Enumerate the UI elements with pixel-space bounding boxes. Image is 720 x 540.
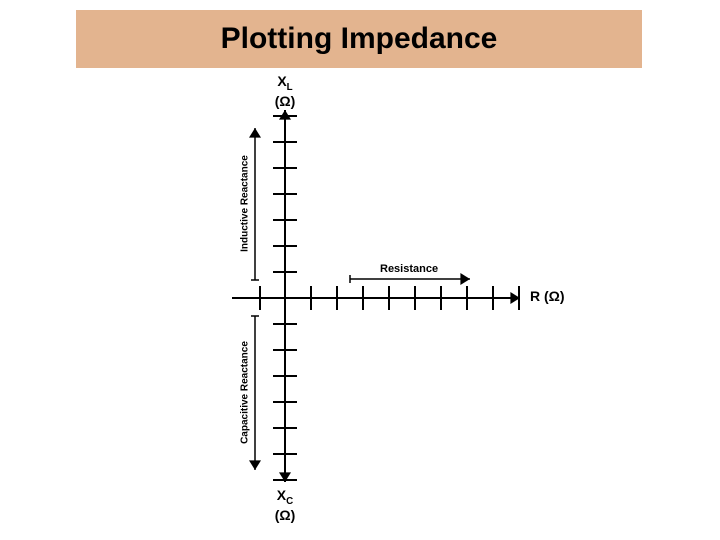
resistance-label: Resistance xyxy=(380,263,438,275)
xc-symbol: XC xyxy=(277,487,293,503)
xl-symbol: XL xyxy=(277,73,292,89)
xc-unit: (Ω) xyxy=(275,507,296,523)
capacitive-reactance-label: Capacitive Reactance xyxy=(240,330,251,456)
axis-label-bottom: XC (Ω) xyxy=(260,488,310,523)
page-title: Plotting Impedance xyxy=(221,22,498,56)
impedance-diagram: XL (Ω) XC (Ω) R (Ω) Inductive Reactance … xyxy=(150,80,590,520)
title-bar: Plotting Impedance xyxy=(76,10,642,68)
r-label: R (Ω) xyxy=(530,288,565,304)
axis-label-top: XL (Ω) xyxy=(260,74,310,109)
xl-unit: (Ω) xyxy=(275,93,296,109)
impedance-axes xyxy=(150,80,590,520)
inductive-reactance-label: Inductive Reactance xyxy=(240,144,251,264)
axis-label-right: R (Ω) xyxy=(530,289,565,304)
